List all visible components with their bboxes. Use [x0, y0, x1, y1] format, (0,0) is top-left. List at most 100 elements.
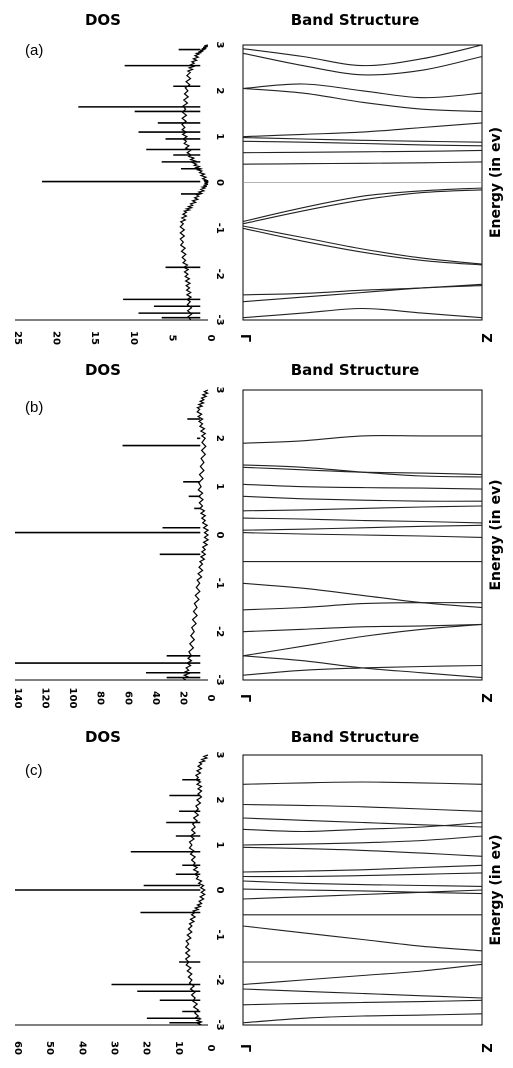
band-line: [242, 52, 483, 76]
band-line: [242, 963, 483, 986]
band-line: [242, 483, 483, 490]
band-line: [242, 664, 483, 676]
dos-title: DOS: [85, 361, 121, 379]
band-line: [242, 781, 483, 785]
k-label-z: Z: [478, 333, 493, 342]
band-line: [242, 524, 483, 531]
dos-curve: [179, 44, 209, 321]
band-line: [242, 835, 483, 846]
dos-tick-label: 40: [150, 691, 161, 705]
band-line: [242, 495, 483, 502]
energy-axis-label: Energy (in ev): [488, 834, 504, 945]
band-line: [242, 44, 483, 67]
band-line: [242, 864, 483, 873]
band-line: [242, 464, 483, 478]
band-line: [242, 1013, 483, 1024]
dos-tick-label: 80: [95, 691, 106, 705]
k-label-z: Z: [478, 1043, 493, 1052]
dos-tick-label: 0: [205, 695, 216, 702]
dos-curve: [184, 754, 209, 1026]
k-label-z: Z: [478, 693, 493, 702]
band-line: [242, 623, 483, 633]
band-line: [242, 880, 483, 887]
dos-tick-label: 60: [122, 691, 133, 705]
energy-tick-label: -2: [214, 269, 225, 280]
dos-tick-label: 0: [205, 335, 216, 342]
band-line: [242, 187, 483, 223]
energy-tick-label: -2: [214, 626, 225, 637]
dos-tick-label: 5: [166, 335, 177, 342]
band-line: [242, 149, 483, 154]
energy-tick-label: 0: [214, 887, 225, 894]
dos-title: DOS: [85, 11, 121, 29]
band-line: [242, 846, 483, 857]
band-line: [242, 466, 483, 476]
band-structure-title: Band Structure: [291, 361, 420, 379]
band-line: [242, 225, 483, 265]
dos-tick-label: 30: [109, 1041, 120, 1055]
dos-tick-label: 20: [141, 1041, 152, 1055]
dos-tick-label: 40: [76, 1041, 87, 1055]
band-line: [242, 505, 483, 512]
dos-curve: [182, 389, 210, 681]
panel-c: DOS Band Structure(c)60 50 40 30 20 10 03210-1-…: [12, 728, 504, 1055]
energy-tick-label: -3: [214, 1019, 225, 1030]
band-line: [242, 623, 483, 657]
band-line: [242, 283, 483, 296]
band-line: [242, 988, 483, 999]
k-label-gamma: Γ: [237, 334, 252, 342]
panel-label: (a): [25, 42, 43, 59]
energy-tick-label: 3: [214, 42, 225, 49]
band-line: [242, 307, 483, 319]
band-line: [242, 872, 483, 878]
energy-tick-label: 1: [214, 842, 225, 849]
band-line: [242, 137, 483, 143]
band-line: [242, 227, 483, 266]
band-line: [242, 285, 483, 303]
energy-tick-label: -3: [214, 674, 225, 685]
energy-tick-label: 0: [214, 532, 225, 539]
band-line: [242, 821, 483, 833]
dos-title: DOS: [85, 728, 121, 746]
band-line: [242, 122, 483, 138]
band-line: [242, 582, 483, 609]
band-line: [242, 161, 483, 165]
energy-tick-label: -3: [214, 314, 225, 325]
dos-tick-label: 60: [12, 1041, 23, 1055]
band-line: [242, 889, 483, 900]
energy-axis-label: Energy (in ev): [488, 479, 504, 590]
dos-tick-label: 25: [12, 331, 23, 345]
dos-tick-label: 10: [128, 331, 139, 345]
dos-tick-label: 10: [173, 1041, 184, 1055]
band-line: [242, 87, 483, 113]
dos-tick-label: 100: [67, 688, 78, 709]
energy-tick-label: -1: [214, 223, 225, 234]
energy-tick-label: -2: [214, 974, 225, 985]
energy-tick-label: 1: [214, 133, 225, 140]
dos-tick-label: 120: [40, 688, 51, 709]
energy-tick-label: 3: [214, 752, 225, 759]
band-structure-title: Band Structure: [291, 11, 420, 29]
band-line: [242, 925, 483, 952]
dos-tick-label: 140: [12, 688, 23, 709]
band-line: [242, 803, 483, 812]
panel-a: DOS Band Structure(a)25 20 15 10 5 03210-1-2-3…: [12, 11, 504, 345]
dos-tick-label: 20: [177, 691, 188, 705]
energy-tick-label: -1: [214, 929, 225, 940]
dos-tick-label: 50: [44, 1041, 55, 1055]
energy-tick-label: 2: [214, 87, 225, 94]
energy-tick-label: 2: [214, 797, 225, 804]
band-line: [242, 602, 483, 611]
band-line: [242, 517, 483, 524]
dos-tick-label: 20: [51, 331, 62, 345]
band-plot-frame: [242, 389, 483, 681]
band-line: [242, 532, 483, 538]
panel-b: DOS Band Structure(b)140 120 100 80 60 40 20 032…: [12, 361, 504, 708]
band-structure-title: Band Structure: [291, 728, 420, 746]
energy-tick-label: 0: [214, 179, 225, 186]
band-line: [242, 189, 483, 225]
band-line: [242, 999, 483, 1006]
energy-axis-label: Energy (in ev): [488, 127, 504, 238]
